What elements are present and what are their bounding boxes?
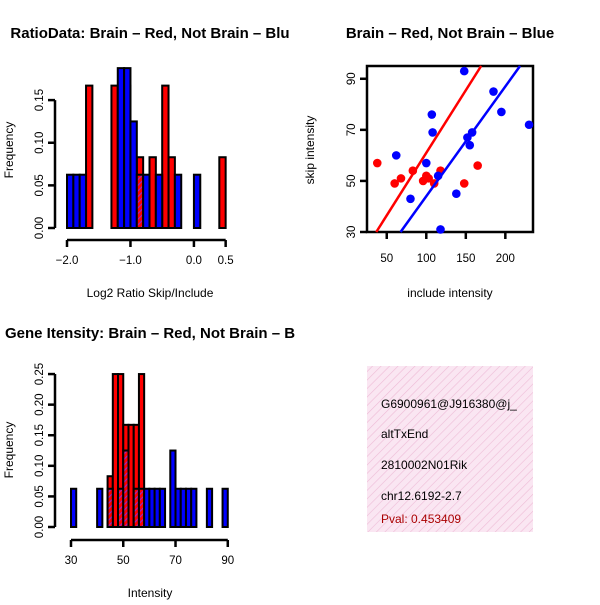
intensity-histogram-panel: Gene Itensity: Brain – Red, Not Brain – … [2,325,295,600]
ratio-y-tick-label: 0.10 [34,132,46,154]
intensity-histogram-title: Gene Itensity: Brain – Red, Not Brain – … [5,325,295,342]
intensity-bar-not-brain [96,487,104,529]
scatter-y-tick-label: 90 [346,72,358,85]
intensity-y-tick-label: 0.00 [34,516,46,538]
scatter-x-tick-label: 100 [417,253,436,265]
intensity-histogram-y-label: Frequency [2,422,16,479]
scatter-point-brain [473,161,482,170]
scatter-point-brain [396,174,406,183]
intensity-x-tick-label: 70 [169,555,182,567]
ratio-bar-brain [85,84,94,230]
info-line-event-type: altTxEnd [381,427,428,441]
ratio-y-tick-label: 0.00 [34,217,46,239]
intensity-bar-not-brain [221,487,229,529]
ratio-y-tick-label: 0.05 [34,174,46,196]
ratio-bar-not-brain [154,173,164,229]
scatter-y-tick-label: 50 [346,175,358,188]
ratio-histogram-title: RatioData: Brain – Red, Not Brain – Blu [10,25,289,42]
intensity-histogram-bars [70,373,229,529]
scatter-fit-line-brain [375,65,483,233]
ratio-x-tick-label: 0.5 [218,255,234,267]
intensity-y-tick-label: 0.10 [34,455,46,477]
intensity-y-tick-label: 0.15 [34,424,46,446]
intensity-bar-not-brain [190,487,198,529]
ratio-histogram-y-label: Frequency [2,122,16,179]
scatter-point-not-brain [428,128,437,137]
intensity-x-tick-label: 30 [65,555,78,567]
scatter-point-not-brain [489,87,498,96]
intensity-bar-not-brain [205,487,214,529]
ratio-histogram-x-label: Log2 Ratio Skip/Include [87,286,214,300]
intensity-bar-not-brain [158,487,167,529]
scatter-point-brain [459,179,469,188]
scatter-point-not-brain [391,151,401,160]
info-line-pval: Pval: 0.453409 [381,512,461,526]
scatter-x-axis: 50 100 150 200 [380,232,515,265]
scatter-title: Brain – Red, Not Brain – Blue [346,25,554,42]
intensity-y-tick-label: 0.25 [34,363,46,385]
intensity-histogram-x-label: Intensity [128,586,173,600]
ratio-bar-not-brain [173,173,183,229]
scatter-point-not-brain [406,194,415,204]
scatter-point-not-brain [452,189,461,198]
scatter-point-brain [372,158,382,168]
ratio-x-tick-label: −1.0 [119,255,142,267]
ratio-x-tick-label: 0.0 [186,255,202,267]
intensity-bar-overlap [122,449,130,529]
scatter-point-not-brain [421,158,431,168]
scatter-y-label: skip intensity [303,116,317,185]
scatter-fit-line-not-brain [399,65,522,233]
scatter-point-brain [424,174,433,183]
intensity-histogram-x-axis: 30 50 70 90 [65,538,234,567]
scatter-x-label: include intensity [407,286,492,300]
ratio-bar-brain [218,156,227,229]
info-line-location: chr12.6192-2.7 [381,489,462,503]
scatter-y-axis: 30 50 70 90 [346,72,367,238]
info-line-gene: 2810002N01Rik [381,458,468,472]
scatter-panel: Brain – Red, Not Brain – Blue 50 100 150 20… [303,25,554,300]
intensity-bar-overlap [106,487,114,529]
info-box: G6900961@J916380@j_ altTxEnd 2810002N01R… [367,366,533,532]
ratio-x-tick-label: −2.0 [56,255,79,267]
intensity-histogram-y-axis: 0.00 0.05 0.10 0.15 0.20 0.25 [34,363,57,538]
info-box-background [367,366,533,532]
intensity-x-tick-label: 90 [221,555,234,567]
scatter-x-tick-label: 200 [496,253,515,265]
scatter-point-not-brain [436,225,445,234]
ratio-bar-not-brain [142,173,151,229]
ratio-histogram-bars [66,67,227,230]
info-line-event-id: G6900961@J916380@j_ [381,397,517,411]
scatter-x-tick-label: 150 [456,253,475,265]
ratio-histogram-y-axis: 0.00 0.05 0.10 0.15 [34,89,57,239]
scatter-plot-frame [365,64,535,234]
ratio-bar-not-brain [78,173,88,229]
ratio-histogram-x-axis: −2.0 −1.0 0.0 0.5 [56,238,234,267]
scatter-point-not-brain [497,107,506,117]
scatter-point-not-brain [459,66,469,76]
ratio-y-tick-label: 0.15 [34,89,46,111]
scatter-y-tick-label: 70 [346,123,358,136]
scatter-marks [372,65,534,234]
ratio-histogram-panel: RatioData: Brain – Red, Not Brain – Blu … [2,25,290,300]
scatter-point-not-brain [524,120,534,130]
intensity-y-tick-label: 0.20 [34,393,46,415]
intensity-bar-not-brain [70,487,78,529]
scatter-point-brain [390,179,399,188]
ratio-bar-not-brain [192,173,202,229]
intensity-x-tick-label: 50 [117,555,130,567]
scatter-y-tick-label: 30 [346,226,358,239]
scatter-point-not-brain [427,110,437,119]
scatter-point-not-brain [465,140,475,150]
intensity-y-tick-label: 0.05 [34,485,46,507]
scatter-x-tick-label: 50 [380,253,393,265]
